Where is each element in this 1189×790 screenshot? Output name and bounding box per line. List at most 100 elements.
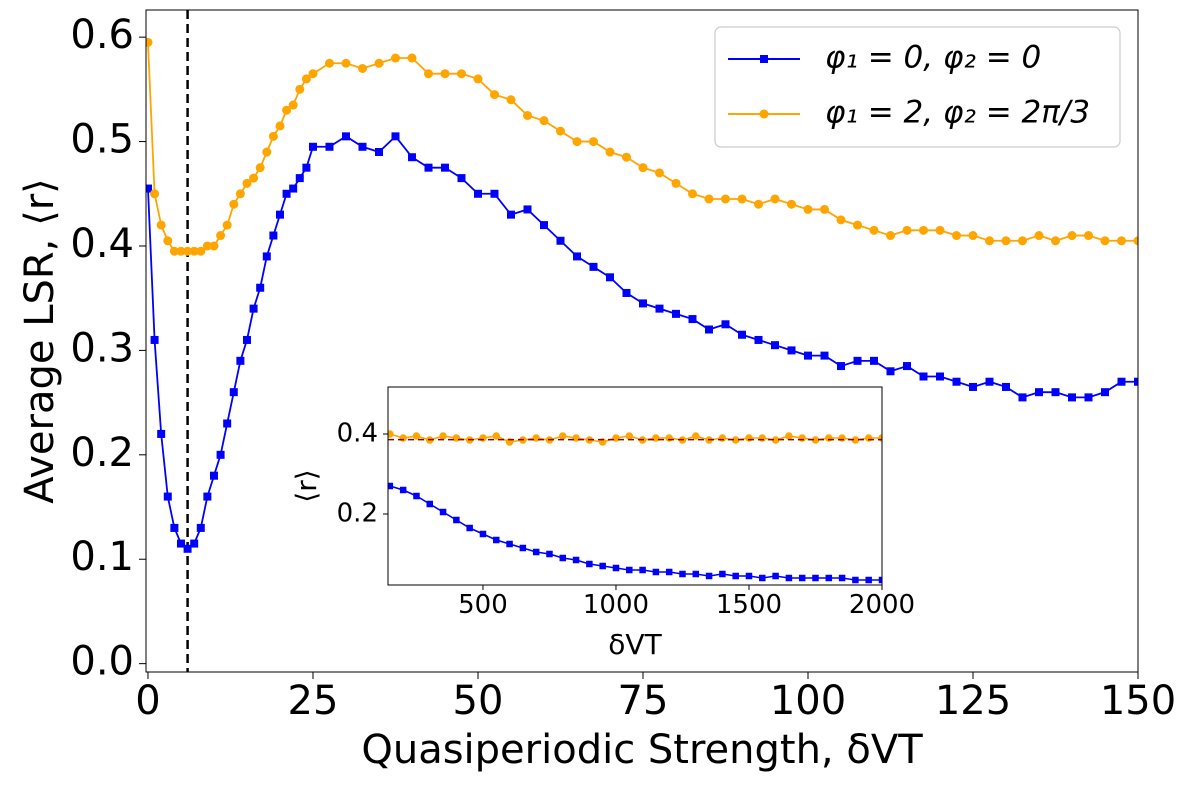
y-tick-label: 0.4 (70, 221, 134, 267)
marker (1134, 377, 1138, 386)
marker (687, 189, 697, 199)
series-line (147, 135, 1138, 550)
marker (785, 432, 793, 440)
marker (865, 576, 872, 584)
marker (1034, 231, 1044, 241)
marker (704, 194, 714, 204)
marker (388, 430, 394, 438)
marker (196, 246, 206, 256)
marker (357, 63, 367, 73)
marker (249, 304, 258, 313)
marker (599, 562, 606, 570)
x-tick-label: 1000 (583, 590, 649, 620)
marker (968, 382, 977, 391)
marker (202, 241, 212, 251)
marker (236, 356, 245, 365)
x-axis-label: Quasiperiodic Strength, δVT (361, 727, 923, 773)
marker (229, 388, 238, 397)
marker (559, 432, 567, 440)
marker (282, 105, 292, 115)
plot-data (388, 430, 882, 584)
y-tick-label: 0.1 (70, 534, 134, 580)
marker (665, 568, 673, 576)
legend-marker (760, 55, 768, 63)
marker (407, 53, 417, 63)
y-axis-label: Average LSR, ⟨r⟩ (17, 178, 63, 504)
marker (546, 550, 553, 558)
marker (984, 236, 994, 246)
marker (506, 540, 513, 548)
marker (1133, 236, 1138, 246)
marker (654, 168, 664, 178)
axes-frame (387, 386, 883, 586)
marker (638, 299, 647, 308)
marker (745, 572, 753, 580)
marker (295, 84, 305, 94)
marker (655, 304, 664, 313)
marker (288, 100, 298, 110)
marker (439, 508, 447, 516)
marker (275, 210, 284, 219)
marker (493, 536, 500, 544)
marker (308, 142, 317, 151)
marker (1083, 231, 1093, 241)
marker (532, 434, 540, 442)
marker (886, 367, 895, 376)
plot-data (146, 10, 1138, 672)
marker (919, 372, 928, 381)
marker (183, 544, 192, 553)
marker (864, 434, 873, 442)
x-axis-label: δVT (608, 628, 662, 661)
marker (572, 137, 582, 147)
marker (539, 221, 548, 230)
marker (572, 556, 580, 564)
marker (705, 572, 713, 580)
marker (935, 225, 945, 235)
marker (163, 492, 172, 501)
marker (692, 570, 700, 578)
marker (772, 572, 779, 580)
marker (1067, 393, 1076, 402)
marker (605, 273, 614, 282)
marker (249, 173, 259, 183)
x-tick-label: 50 (453, 678, 504, 724)
marker (203, 492, 212, 501)
marker (242, 335, 251, 344)
marker (413, 492, 420, 500)
marker (803, 204, 813, 214)
marker (519, 544, 527, 552)
marker (216, 231, 226, 241)
marker (358, 142, 367, 151)
legend-marker (759, 109, 769, 119)
marker (275, 121, 285, 131)
marker (388, 482, 394, 490)
marker (492, 432, 501, 440)
series-line (147, 42, 1138, 253)
marker (242, 178, 252, 188)
marker (918, 225, 928, 235)
x-tick-label: 75 (618, 678, 669, 724)
marker (679, 570, 686, 578)
marker (466, 524, 473, 532)
marker (439, 432, 447, 440)
marker (985, 377, 994, 386)
marker (391, 132, 400, 141)
marker (588, 137, 598, 147)
y-tick-label: 0.4 (337, 419, 378, 449)
marker (341, 58, 351, 68)
marker (255, 163, 265, 173)
marker (183, 246, 193, 256)
marker (229, 199, 239, 209)
marker (473, 74, 483, 84)
marker (556, 236, 565, 245)
marker (621, 152, 631, 162)
legend-label: φ₁ = 0, φ₂ = 0 (825, 40, 1041, 76)
marker (324, 58, 334, 68)
marker (771, 436, 780, 444)
marker (176, 246, 186, 256)
marker (523, 205, 532, 214)
marker (170, 523, 179, 532)
marker (836, 362, 845, 371)
marker (572, 434, 580, 442)
marker (820, 351, 829, 360)
